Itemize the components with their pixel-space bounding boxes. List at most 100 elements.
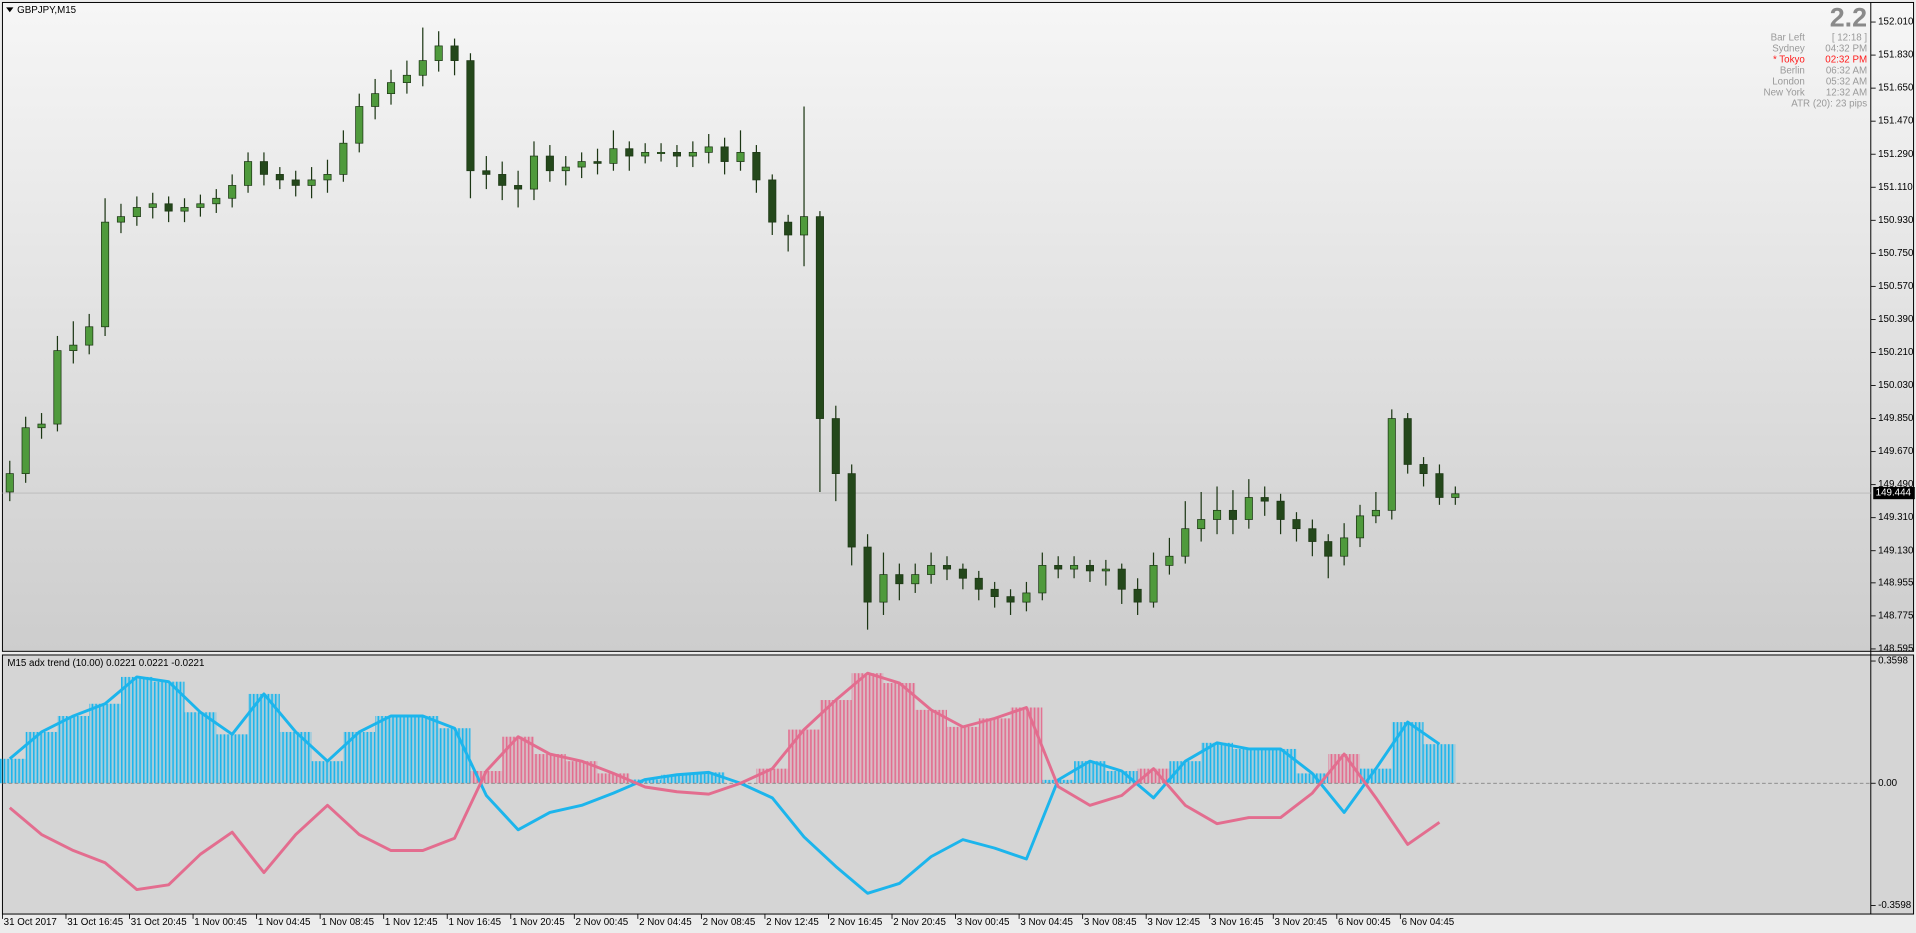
histogram-bar [978, 718, 1011, 784]
y-tick-label: 148.955 [1878, 577, 1914, 588]
current-price-box [1873, 486, 1915, 500]
candle-body [85, 326, 94, 346]
indicator-line [8, 671, 1441, 892]
x-tick-label: 3 Nov 20:45 [1274, 917, 1327, 928]
candle-body [609, 148, 618, 164]
candle-body [355, 106, 364, 144]
histogram-bar [1391, 722, 1424, 784]
x-tick-label: 6 Nov 00:45 [1338, 917, 1391, 928]
candle-body [577, 161, 586, 168]
y-tick-label: 150.030 [1878, 380, 1914, 391]
candle-body [1244, 497, 1253, 520]
y-tick-label: 152.010 [1878, 17, 1914, 28]
histogram-bar [1105, 771, 1138, 784]
histogram-bar [661, 774, 693, 784]
candle-body [371, 93, 380, 107]
candle-body [800, 216, 809, 236]
candle-body [69, 344, 78, 352]
y-tick-label: 149.670 [1878, 446, 1914, 457]
candle-body [1006, 596, 1015, 603]
candle-body [958, 568, 967, 579]
candle-body [625, 148, 634, 157]
indicator-title: M15 adx trend (10.00) 0.0221 0.0221 -0.0… [7, 658, 204, 669]
candle-body [641, 152, 650, 157]
candle-body [323, 174, 332, 181]
candle-body [21, 427, 30, 474]
candle-body [228, 185, 237, 199]
histogram-bar [279, 731, 312, 784]
candle-body [1133, 588, 1142, 603]
candle-body [1165, 555, 1174, 566]
histogram-bar [0, 758, 26, 784]
y-tick-label: 150.390 [1878, 314, 1914, 325]
candle-body [1308, 528, 1317, 542]
candle-body [863, 546, 872, 603]
candle-body [1324, 541, 1333, 557]
histogram-bar [57, 715, 90, 784]
x-tick-label: 31 Oct 2017 [4, 917, 57, 928]
candle-body [657, 152, 666, 154]
candle-body [831, 418, 840, 474]
candle-body [1435, 473, 1444, 498]
indicator-line [8, 675, 1441, 895]
info-value: 02:32 PM [1825, 54, 1867, 65]
histogram-bar [629, 779, 662, 784]
x-tick-label: 1 Nov 20:45 [512, 917, 565, 928]
y-tick-label: 150.570 [1878, 281, 1914, 292]
candle-body [927, 565, 936, 575]
candle-body [815, 216, 824, 419]
candle-body [53, 350, 62, 425]
x-tick-label: 6 Nov 04:45 [1402, 917, 1455, 928]
candle-body [990, 588, 999, 597]
candle-body [1292, 519, 1301, 530]
histogram-bar [756, 768, 789, 784]
candle-body [1340, 537, 1349, 557]
candle-body [466, 60, 475, 172]
y-tick-label: 149.130 [1878, 545, 1914, 556]
x-tick-label: 2 Nov 20:45 [893, 917, 946, 928]
info-label: Berlin [1780, 65, 1805, 76]
candle-body [942, 565, 952, 570]
candle-body [244, 161, 253, 186]
x-tick-label: 3 Nov 16:45 [1211, 917, 1264, 928]
candle-body [402, 74, 411, 83]
histogram-bar [565, 761, 598, 784]
candle-body [1054, 565, 1063, 570]
histogram-bar [915, 709, 948, 784]
y-tick-label: -0.3598 [1878, 900, 1911, 911]
candle-body [672, 152, 681, 157]
candle-body [180, 207, 189, 212]
histogram-bar [502, 736, 534, 784]
candle-body [593, 161, 602, 164]
y-tick-label: 151.470 [1878, 116, 1914, 127]
candle-body [545, 155, 554, 172]
histogram-bar [788, 729, 820, 784]
candle-body [386, 82, 396, 95]
current-price-label: 149.444 [1876, 488, 1912, 499]
candle-body [1260, 497, 1269, 502]
y-tick-label: 151.290 [1878, 149, 1914, 160]
candle-body [974, 577, 983, 590]
info-label: * Tokyo [1773, 54, 1805, 65]
candle-body [1419, 464, 1428, 474]
y-tick-label: 0.3598 [1878, 656, 1908, 667]
candle-body [101, 221, 110, 328]
candle-body [339, 142, 348, 175]
x-tick-label: 2 Nov 08:45 [703, 917, 756, 928]
info-label: New York [1764, 87, 1805, 98]
x-tick-label: 1 Nov 16:45 [448, 917, 501, 928]
candle-body [307, 179, 316, 186]
candle-body [132, 207, 141, 217]
candle-body [1181, 528, 1190, 557]
x-tick-label: 1 Nov 08:45 [321, 917, 374, 928]
x-tick-label: 31 Oct 20:45 [131, 917, 187, 928]
histogram-bar [883, 683, 916, 784]
menu-triangle[interactable] [6, 7, 14, 13]
y-tick-label: 149.850 [1878, 413, 1914, 424]
x-tick-label: 2 Nov 00:45 [576, 917, 629, 928]
info-value: [ 12:18 ] [1832, 32, 1868, 43]
candle-body [148, 203, 157, 208]
candle-body [291, 179, 300, 186]
histogram-bar [375, 715, 407, 784]
